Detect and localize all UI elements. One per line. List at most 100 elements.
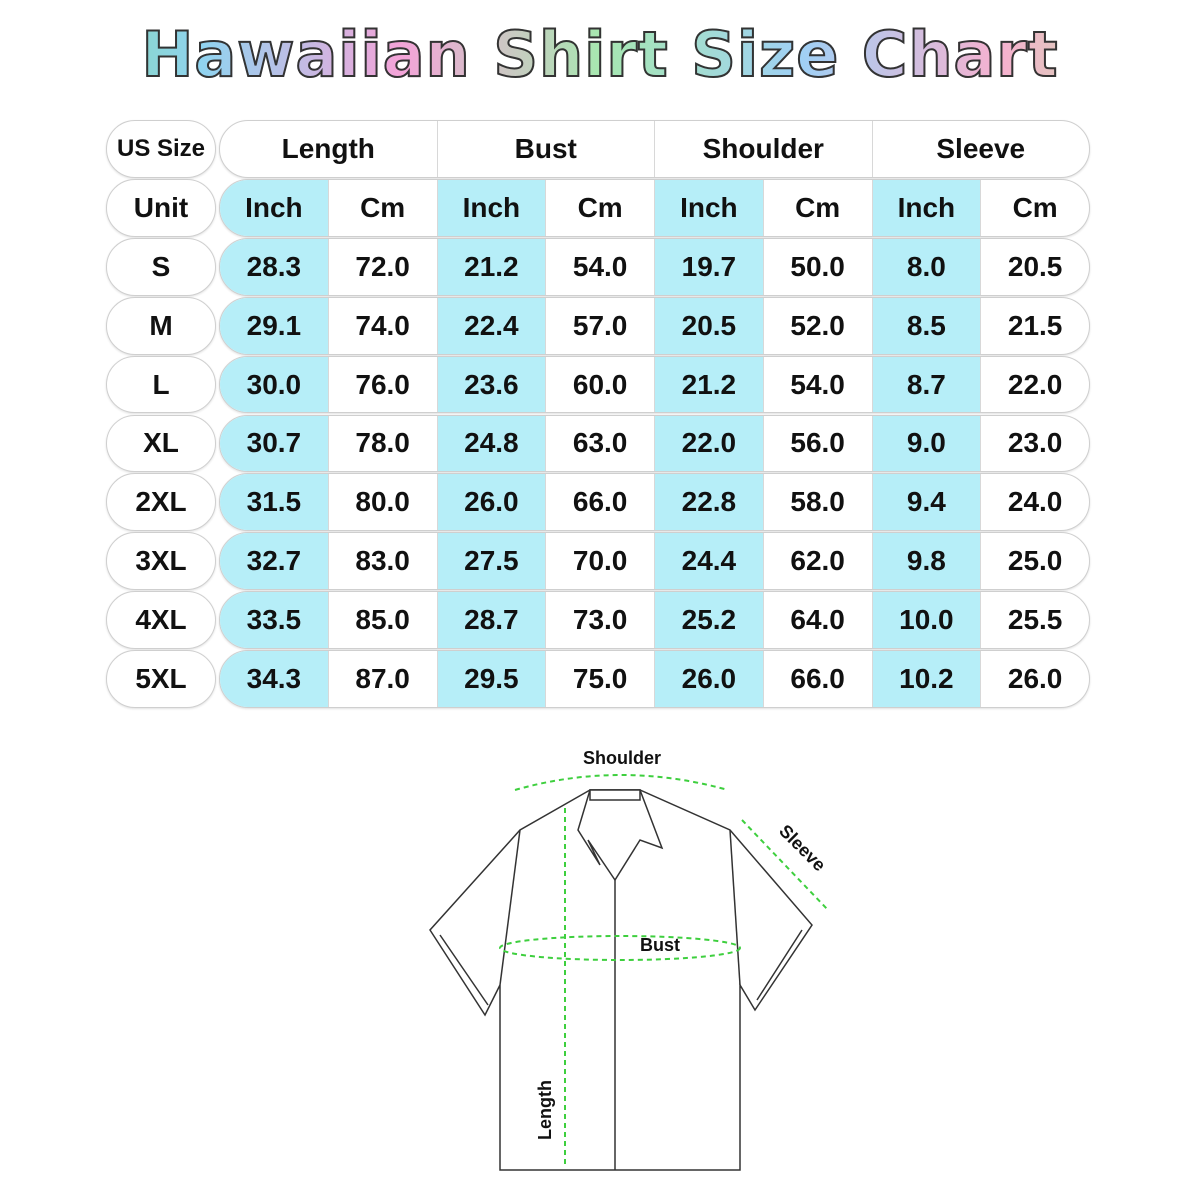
value-cell: 8.5 [871,297,981,354]
value-cell: 56.0 [762,415,872,472]
sleeve-label: Sleeve [775,821,829,875]
value-cell: 31.5 [220,474,328,531]
unit-row: Inch Cm Inch Cm Inch Cm Inch Cm [219,178,1090,237]
value-cell: 32.7 [220,533,328,590]
value-cell: 9.0 [871,415,981,472]
value-cell: 24.4 [654,533,763,590]
value-cell: 50.0 [762,238,872,295]
value-cell: 25.0 [980,533,1089,590]
value-cell: 34.3 [220,651,328,707]
value-cell: 70.0 [545,533,654,590]
unit-cm: Cm [762,179,872,236]
value-cell: 62.0 [762,533,872,590]
value-cell: 29.5 [436,651,546,707]
size-label: 4XL [135,604,187,636]
unit-inch: Inch [654,179,763,236]
group-header-shoulder: Shoulder [654,121,872,177]
value-cell: 30.7 [220,415,328,472]
value-cell: 21.2 [436,238,546,295]
value-cell: 26.0 [980,651,1089,707]
size-label: XL [143,427,179,459]
length-label: Length [535,1080,555,1140]
value-cell: 21.2 [654,356,763,413]
group-header-bust: Bust [436,121,655,177]
unit-inch: Inch [220,179,328,236]
corner-label: US Size [116,134,206,162]
value-cell: 75.0 [545,651,654,707]
size-cell: L [106,355,216,414]
shirt-outline [429,789,813,1171]
value-cell: 8.7 [871,356,981,413]
value-cell: 10.0 [871,592,981,649]
value-cell: 29.1 [220,297,328,354]
value-cell: 64.0 [762,592,872,649]
table-row: 28.3 72.0 21.2 54.0 19.7 50.0 8.0 20.5 [219,237,1090,296]
group-header-row: Length Bust Shoulder Sleeve [219,120,1090,178]
group-header-length: Length [281,132,375,164]
value-cell: 74.0 [327,297,437,354]
table-row: 33.5 85.0 28.7 73.0 25.2 64.0 10.0 25.5 [219,591,1090,650]
size-label: L [152,368,170,400]
table-row: 29.1 74.0 22.4 57.0 20.5 52.0 8.5 21.5 [219,296,1090,355]
unit-header: Unit [106,178,216,237]
value-cell: 28.7 [436,592,546,649]
value-cell: 10.2 [871,651,981,707]
bust-label: Bust [640,935,680,955]
table-row: 32.7 83.0 27.5 70.0 24.4 62.0 9.8 25.0 [219,532,1090,591]
value-cell: 85.0 [327,592,437,649]
value-cell: 83.0 [327,533,437,590]
bust-measure [499,935,741,961]
corner-header: US Size [106,120,216,178]
shoulder-measure [514,774,729,791]
size-label: 5XL [135,663,187,695]
unit-cm: Cm [327,179,437,236]
size-label: 3XL [135,545,187,577]
value-cell: 25.5 [980,592,1089,649]
value-cell: 52.0 [762,297,872,354]
table-row: 34.3 87.0 29.5 75.0 26.0 66.0 10.2 26.0 [219,650,1090,708]
value-cell: 54.0 [762,356,872,413]
size-cell: M [106,296,216,355]
unit-inch: Inch [436,179,546,236]
value-cell: 72.0 [327,238,437,295]
value-cell: 78.0 [327,415,437,472]
unit-cm: Cm [545,179,654,236]
value-cell: 23.6 [436,356,546,413]
size-cell: 4XL [106,591,216,650]
value-cell: 30.0 [220,356,328,413]
value-cell: 22.0 [654,415,763,472]
value-cell: 24.0 [980,474,1089,531]
value-cell: 28.3 [220,238,328,295]
value-cell: 66.0 [762,651,872,707]
value-cell: 63.0 [545,415,654,472]
size-label: S [151,250,171,282]
value-cell: 19.7 [654,238,763,295]
value-cell: 76.0 [327,356,437,413]
table-row: 30.7 78.0 24.8 63.0 22.0 56.0 9.0 23.0 [219,414,1090,473]
value-cell: 54.0 [545,238,654,295]
value-cell: 9.8 [871,533,981,590]
value-cell: 22.0 [980,356,1089,413]
size-cell: S [106,237,216,296]
value-cell: 22.4 [436,297,546,354]
size-label: M [149,309,173,341]
value-cell: 66.0 [545,474,654,531]
size-cell: 2XL [106,473,216,532]
table-row: 30.0 76.0 23.6 60.0 21.2 54.0 8.7 22.0 [219,355,1090,414]
unit-cm: Cm [980,179,1089,236]
shoulder-label: Shoulder [583,748,661,768]
measurement-lines [499,774,829,1168]
shirt-diagram: Shoulder Sleeve Bust Length [429,748,830,1171]
value-cell: 21.5 [980,297,1089,354]
value-cell: 80.0 [327,474,437,531]
size-cell: XL [106,414,216,473]
value-cell: 8.0 [871,238,981,295]
value-cell: 60.0 [545,356,654,413]
value-cell: 26.0 [654,651,763,707]
value-cell: 33.5 [220,592,328,649]
page-title: Hawaiian Shirt Size Chart [0,17,1200,92]
size-cell: 3XL [106,532,216,591]
sleeve-measure [741,819,829,911]
table-row: 31.5 80.0 26.0 66.0 22.8 58.0 9.4 24.0 [219,473,1090,532]
size-label: 2XL [135,486,187,518]
